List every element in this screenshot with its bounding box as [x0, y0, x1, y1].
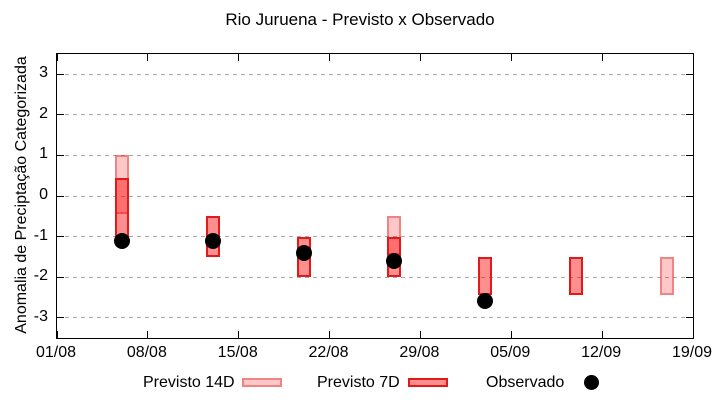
y-tick-mark — [57, 276, 64, 278]
gridline — [57, 114, 693, 116]
x-tick-label: 12/09 — [581, 344, 622, 361]
y-tick-mark — [686, 317, 693, 319]
y-tick-mark — [686, 236, 693, 238]
x-tick-mark — [601, 54, 603, 61]
observado-point — [295, 244, 312, 261]
x-tick-label: 29/08 — [399, 344, 440, 361]
y-tick-mark — [57, 317, 64, 319]
previsto-7d-bar — [478, 256, 493, 296]
x-tick-mark — [147, 54, 149, 61]
x-tick-mark — [238, 331, 240, 338]
legend: Previsto 14D Previsto 7D Observado — [0, 368, 720, 400]
plot-area — [56, 53, 694, 339]
x-tick-mark — [419, 331, 421, 338]
gridline — [57, 276, 693, 278]
y-tick-mark — [686, 276, 693, 278]
gridline — [57, 195, 693, 197]
x-tick-label: 19/09 — [671, 344, 713, 361]
y-tick-label: 3 — [39, 64, 48, 82]
y-tick-mark — [57, 195, 64, 197]
legend-swatch-previsto-7d — [408, 378, 448, 387]
x-tick-mark — [419, 54, 421, 61]
x-tick-label: 22/08 — [308, 344, 349, 361]
x-tick-mark — [238, 54, 240, 61]
y-tick-label: -3 — [33, 307, 48, 325]
y-tick-label: -1 — [33, 226, 48, 244]
observado-point — [477, 293, 494, 310]
observado-point — [113, 232, 130, 249]
x-tick-label: 05/09 — [490, 344, 531, 361]
y-tick-label: 2 — [39, 104, 48, 122]
x-tick-mark — [510, 331, 512, 338]
gridline — [57, 73, 693, 75]
legend-label-previsto-7d: Previsto 7D — [317, 374, 400, 391]
legend-swatch-previsto-14d — [242, 378, 282, 387]
previsto-14d-bar — [660, 256, 675, 296]
y-tick-mark — [57, 73, 64, 75]
x-tick-mark — [56, 331, 58, 338]
y-tick-mark — [57, 236, 64, 238]
chart-title: Rio Juruena - Previsto x Observado — [225, 10, 495, 29]
y-tick-mark — [686, 195, 693, 197]
x-tick-mark — [692, 331, 694, 338]
y-tick-mark — [686, 114, 693, 116]
y-tick-mark — [57, 154, 64, 156]
observado-point — [386, 252, 403, 269]
y-tick-label: -2 — [33, 267, 48, 285]
x-tick-mark — [329, 331, 331, 338]
x-tick-mark — [692, 54, 694, 61]
y-tick-mark — [686, 73, 693, 75]
x-tick-label: 08/08 — [126, 344, 167, 361]
previsto-7d-bar — [114, 177, 129, 239]
x-tick-mark — [56, 54, 58, 61]
gridline — [57, 154, 693, 156]
x-tick-label: 01/08 — [35, 344, 77, 361]
x-tick-mark — [510, 54, 512, 61]
legend-marker-observado-icon — [584, 375, 599, 390]
observado-point — [204, 232, 221, 249]
legend-label-observado: Observado — [486, 374, 565, 391]
y-tick-label: 1 — [39, 145, 48, 163]
previsto-7d-bar — [569, 256, 584, 296]
y-tick-label: 0 — [39, 186, 48, 203]
x-tick-mark — [147, 331, 149, 338]
y-tick-mark — [57, 114, 64, 116]
x-tick-mark — [601, 331, 603, 338]
x-tick-mark — [329, 54, 331, 61]
x-tick-label: 15/08 — [217, 344, 258, 361]
y-tick-mark — [686, 154, 693, 156]
gridline — [57, 236, 693, 238]
legend-label-previsto-14d: Previsto 14D — [143, 374, 235, 391]
gridline — [57, 317, 693, 319]
